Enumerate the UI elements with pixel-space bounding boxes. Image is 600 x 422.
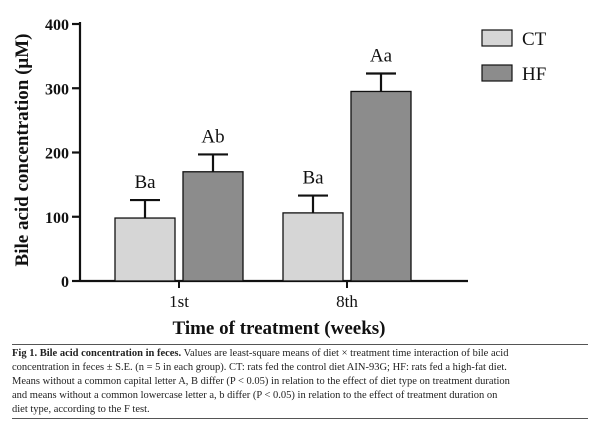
- y-axis: 0 100 200 300 400: [45, 17, 82, 291]
- significance-label: Ab: [201, 126, 224, 147]
- bars: Ba Ab Ba Aa: [114, 45, 412, 282]
- x-tick-label: 8th: [336, 292, 358, 311]
- bar: [114, 217, 176, 282]
- x-tick-label: 1st: [169, 292, 189, 311]
- caption-top-rule: [12, 344, 588, 345]
- caption-line: diet type, according to the F test.: [12, 404, 150, 415]
- caption-line: and means without a common lowercase let…: [12, 390, 498, 401]
- y-tick-label: 100: [45, 210, 69, 227]
- y-tick-label: 200: [45, 146, 69, 163]
- y-tick-label: 400: [45, 17, 69, 34]
- y-tick-label: 0: [61, 274, 69, 291]
- x-axis-title: Time of treatment (weeks): [173, 318, 386, 339]
- caption-line: Values are least-square means of diet × …: [181, 348, 509, 359]
- significance-label: Ba: [302, 168, 324, 189]
- bar: [182, 171, 244, 282]
- significance-label: Ba: [134, 172, 156, 193]
- legend-label: CT: [522, 29, 547, 50]
- legend: CT HF: [481, 29, 547, 85]
- legend-swatch: [481, 29, 513, 47]
- figure-caption: Fig 1. Bile acid concentration in feces.…: [12, 347, 588, 417]
- legend-label: HF: [522, 64, 546, 85]
- caption-title: Fig 1. Bile acid concentration in feces.: [12, 348, 182, 359]
- caption-line: concentration in feces ± S.E. (n = 5 in …: [12, 362, 507, 373]
- y-tick-label: 300: [45, 81, 69, 98]
- legend-swatch: [481, 64, 513, 82]
- caption-line: Means without a common capital letter A,…: [12, 376, 510, 387]
- y-axis-title: Bile acid concentration (μM): [12, 34, 33, 267]
- caption-bottom-rule: [12, 418, 588, 419]
- bar: [350, 90, 412, 282]
- significance-label: Aa: [370, 45, 393, 66]
- bar-chart: 0 100 200 300 400 1st 8th Ba Ab Ba Aa CT HF Bile …: [12, 17, 547, 339]
- x-axis: 1st 8th: [80, 279, 468, 311]
- bar: [282, 212, 344, 282]
